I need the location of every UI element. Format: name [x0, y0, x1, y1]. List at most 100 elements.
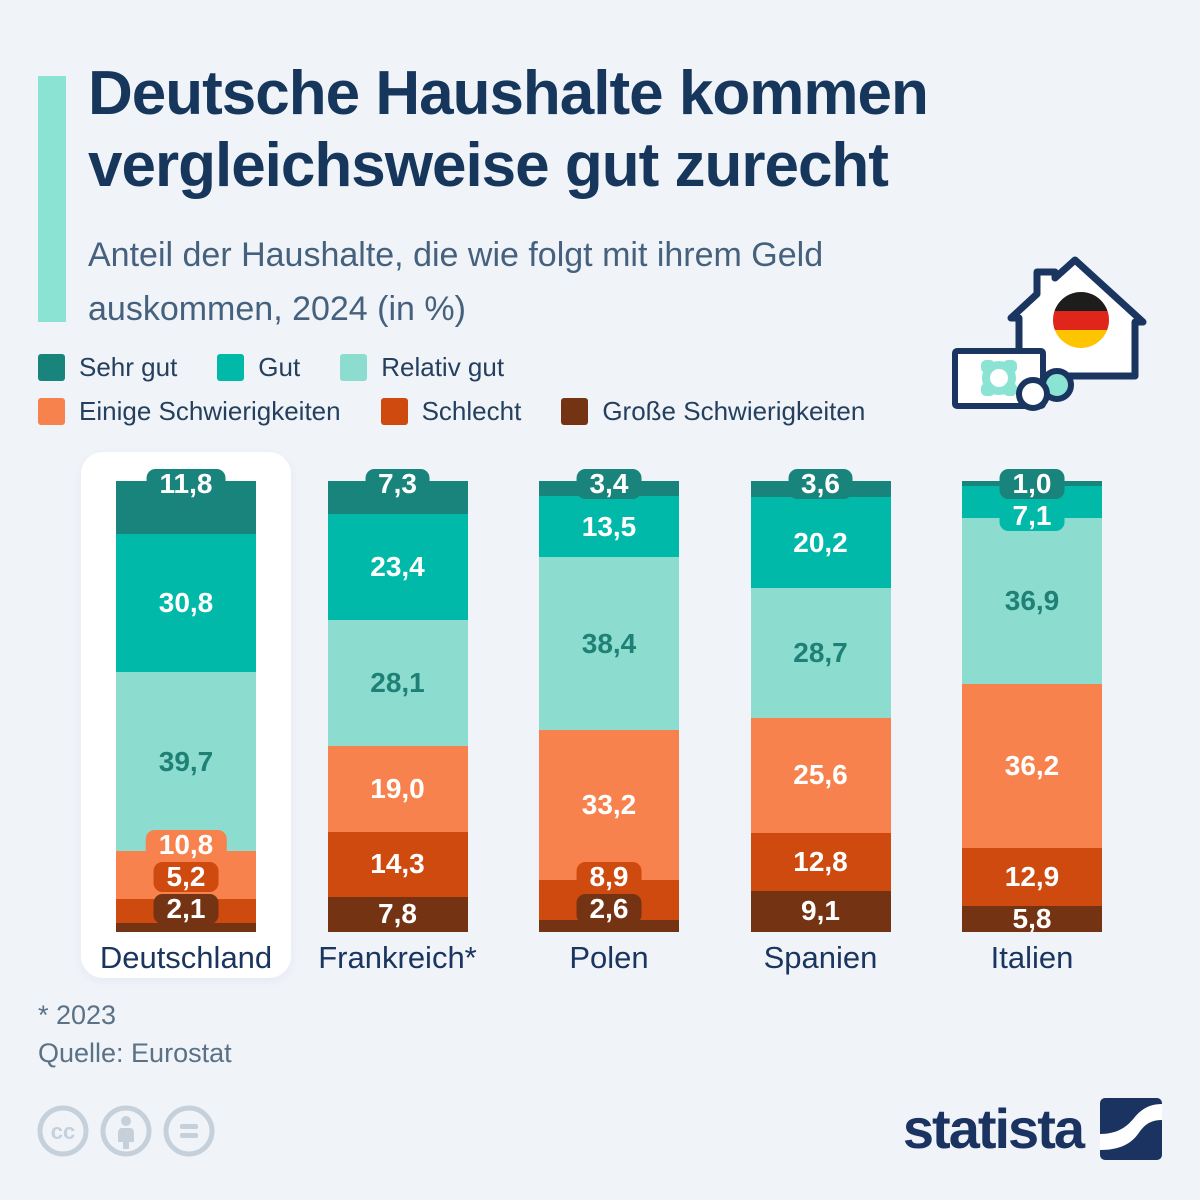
legend-item-grosse: Große Schwierigkeiten	[561, 396, 865, 427]
bar-segment-gut: 30,8	[116, 534, 256, 673]
legend-row: Einige Schwierigkeiten Schlecht Große Schw…	[38, 396, 865, 427]
cc-icon: cc	[37, 1105, 89, 1157]
bar-segment-relativ_gut: 39,7	[116, 672, 256, 851]
value-label: 13,5	[581, 510, 637, 542]
attribution-person-icon	[100, 1105, 152, 1157]
bar-italien: 36,9 36,2 12,9 5,8 1,0 7,1 Italien	[962, 469, 1102, 975]
bar-segment-grosse	[116, 922, 256, 932]
country-label: Frankreich*	[318, 940, 477, 975]
legend-swatch-sehr_gut	[38, 354, 65, 381]
value-label: 36,2	[1004, 749, 1060, 781]
bar-segments: 36,9 36,2 12,9 5,8	[962, 481, 1102, 932]
subtitle-line-1: Anteil der Haushalte, die wie folgt mit …	[88, 236, 824, 274]
equals-icon	[163, 1105, 215, 1157]
legend-label: Einige Schwierigkeiten	[79, 396, 341, 426]
bar-segment-einige: 19,0	[327, 746, 468, 833]
legend-swatch-relativ_gut	[340, 354, 368, 381]
country-label: Polen	[569, 940, 649, 975]
bar-segment-relativ_gut: 38,4	[539, 557, 679, 731]
value-label: 33,2	[581, 789, 637, 821]
country-label: Deutschland	[99, 940, 273, 975]
bar-chart: 30,8 39,7 11,8 2,1 5,2 10,8 Deutschland 23,4 28,…	[81, 452, 1102, 978]
value-badge: 2,6	[576, 894, 642, 924]
legend-swatch-grosse	[561, 398, 589, 425]
bar-frankreich: 23,4 28,1 19,0 14,3 7,8 7,3 Frankreich*	[318, 469, 477, 976]
value-badge: 11,8	[146, 469, 226, 499]
value-label: 39,7	[158, 745, 214, 777]
legend-label: Relativ gut	[381, 352, 505, 382]
bar-segment-grosse	[539, 920, 679, 932]
statista-swoosh-icon	[1100, 1098, 1162, 1160]
country-label: Italien	[990, 940, 1074, 975]
legend-swatch-einige	[38, 398, 65, 425]
value-badge: 5,2	[153, 862, 219, 892]
bar-deutschland: 30,8 39,7 11,8 2,1 5,2 10,8 Deutschland	[81, 452, 291, 978]
legend-label: Gut	[258, 352, 301, 382]
bar-segment-einige: 25,6	[750, 717, 891, 834]
german-flag-icon	[1053, 292, 1109, 348]
bar-polen: 13,5 38,4 33,2 3,4 2,6 8,9 Polen	[539, 469, 679, 975]
value-badge: 3,4	[576, 469, 642, 499]
legend-item-schlecht: Schlecht	[380, 396, 522, 427]
bar-spanien: 20,2 28,7 25,6 12,8 9,1 3,6 Spanien	[750, 469, 891, 975]
value-badge: 8,9	[576, 862, 642, 892]
value-badge: 7,1	[999, 501, 1065, 531]
subtitle-line-2: auskommen, 2024 (in %)	[88, 290, 466, 328]
legend: Sehr gut Gut Relativ gut Einige Schwierigke…	[38, 352, 865, 427]
bar-segment-grosse: 7,8	[327, 896, 468, 932]
svg-text:cc: cc	[51, 1119, 75, 1144]
bar-segment-grosse: 9,1	[750, 890, 891, 932]
value-badge: 7,3	[365, 469, 430, 499]
legend-swatch-gut	[217, 354, 245, 381]
value-label: 5,8	[1012, 902, 1052, 934]
page-title: Deutsche Haushalte kommen vergleichsweis…	[88, 58, 929, 202]
bar-segment-schlecht: 14,3	[327, 832, 468, 897]
value-badge: 10,8	[145, 830, 227, 860]
value-label: 7,8	[378, 898, 417, 930]
statista-branding: statista	[903, 1098, 1162, 1160]
value-label: 9,1	[801, 895, 840, 927]
bar-segments: 13,5 38,4 33,2	[539, 481, 679, 932]
value-label: 28,1	[370, 667, 425, 698]
value-label: 20,2	[793, 526, 848, 558]
legend-label: Schlecht	[421, 396, 522, 426]
bar-segment-einige: 36,2	[962, 684, 1102, 848]
value-label: 38,4	[581, 627, 637, 659]
title-line-1: Deutsche Haushalte kommen	[88, 59, 929, 128]
page-subtitle: Anteil der Haushalte, die wie folgt mit …	[88, 228, 823, 336]
bar-segments: 23,4 28,1 19,0 14,3 7,8	[327, 481, 468, 932]
value-label: 19,0	[370, 773, 425, 805]
country-label: Spanien	[763, 940, 878, 975]
statista-logo-text: statista	[902, 1097, 1085, 1160]
value-label: 12,9	[1004, 860, 1060, 892]
title-line-2: vergleichsweise gut zurecht	[88, 131, 889, 200]
bar-segment-grosse: 5,8	[962, 902, 1102, 934]
legend-item-gut: Gut	[217, 352, 300, 383]
bar-segments: 20,2 28,7 25,6 12,8 9,1	[750, 481, 891, 932]
value-label: 25,6	[793, 759, 848, 791]
legend-row: Sehr gut Gut Relativ gut	[38, 352, 865, 383]
coin-icon	[1016, 377, 1050, 411]
title-accent-bar	[38, 76, 66, 322]
value-label: 23,4	[370, 550, 425, 582]
footnote: * 2023	[38, 1000, 117, 1030]
house-with-german-flag-and-money-icon	[933, 248, 1163, 413]
license-icons: cc	[36, 1104, 216, 1158]
bar-segment-gut: 23,4	[327, 513, 468, 620]
value-badge: 3,6	[788, 469, 853, 499]
bar-segment-relativ_gut: 36,9	[962, 517, 1102, 685]
legend-swatch-schlecht	[380, 398, 408, 425]
bar-segment-relativ_gut: 28,1	[327, 619, 468, 747]
bar-segment-relativ_gut: 28,7	[750, 588, 891, 718]
legend-label: Sehr gut	[79, 352, 178, 382]
bar-segment-gut: 13,5	[539, 496, 679, 558]
bar-segment-gut: 20,2	[750, 497, 891, 589]
source-label: Quelle: Eurostat	[38, 1038, 232, 1068]
legend-item-relativ_gut: Relativ gut	[340, 352, 504, 383]
value-label: 30,8	[158, 587, 214, 619]
value-label: 12,8	[793, 846, 848, 878]
legend-item-sehr_gut: Sehr gut	[38, 352, 177, 383]
value-badge: 2,1	[153, 894, 219, 924]
value-label: 14,3	[370, 848, 425, 880]
